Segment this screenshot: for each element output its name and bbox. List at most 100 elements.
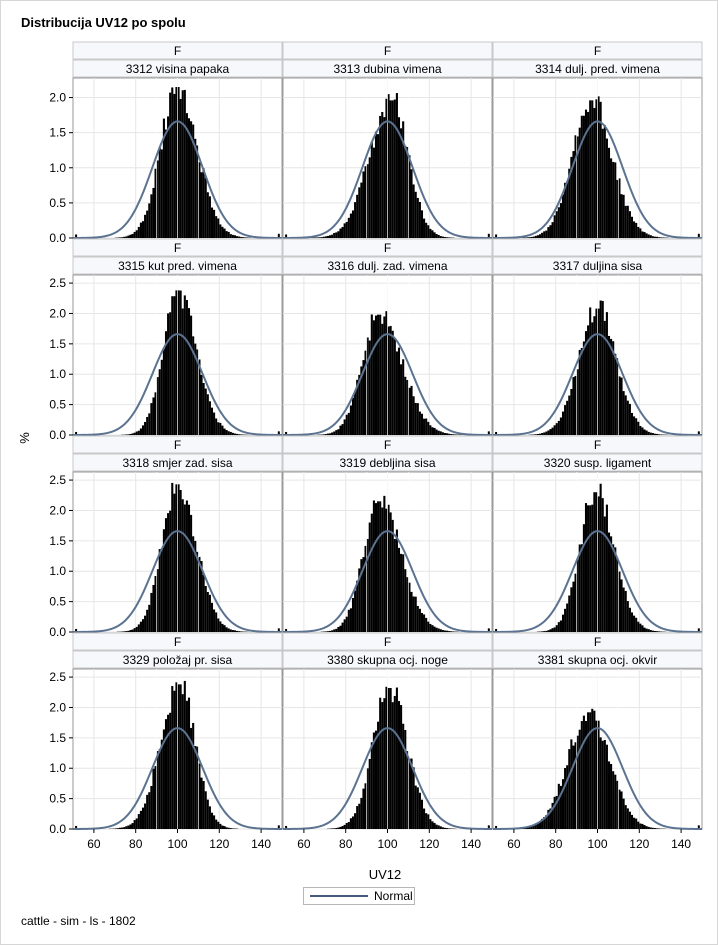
histogram-bar <box>354 391 357 435</box>
histogram-bar <box>244 237 247 238</box>
histogram-bar <box>335 232 338 238</box>
histogram-bar <box>231 432 234 435</box>
histogram-bar <box>450 631 453 632</box>
histogram-bar <box>574 573 577 632</box>
histogram-bar <box>210 602 214 632</box>
x-tick-label: 120 <box>209 837 229 851</box>
histogram-bar <box>628 811 631 829</box>
histogram-bar <box>185 113 188 238</box>
histogram-bar <box>607 147 611 238</box>
histogram-bar <box>339 228 342 238</box>
histogram-bar <box>326 433 329 435</box>
histogram-bar <box>397 347 401 435</box>
histogram-bar <box>656 828 659 829</box>
legend-label: Normal <box>374 889 413 903</box>
histogram-bar <box>393 338 396 435</box>
histogram-bar <box>402 121 405 238</box>
histogram-bar <box>593 316 596 435</box>
histogram-bar <box>75 431 78 435</box>
histogram-bar <box>622 798 625 829</box>
legend: Normal <box>303 887 415 905</box>
histogram-bar <box>536 823 539 829</box>
histogram-bar <box>427 421 430 435</box>
histogram-bar <box>564 182 567 238</box>
histogram-bar <box>177 684 180 829</box>
histogram-bar <box>495 234 498 238</box>
histogram-bar <box>190 514 193 632</box>
histogram-bar <box>148 413 151 435</box>
histogram-bar <box>601 740 604 829</box>
histogram-bar <box>133 231 136 238</box>
histogram-bar <box>599 300 602 435</box>
panel-trait-header <box>282 59 493 78</box>
y-tick-label: 1.0 <box>49 761 66 775</box>
histogram-bar <box>595 308 598 435</box>
histogram-bar <box>423 418 426 435</box>
y-tick-label: 0.0 <box>49 231 66 245</box>
histogram-bar <box>431 427 434 435</box>
histogram-bar <box>643 825 646 829</box>
histogram-bar <box>393 538 396 632</box>
histogram-bar <box>360 366 363 435</box>
histogram-bar <box>238 434 241 435</box>
histogram-bar <box>328 235 332 238</box>
histogram-bar <box>135 818 138 829</box>
histogram-bar <box>125 826 128 829</box>
histogram-bar <box>219 422 222 435</box>
histogram-bar <box>406 577 409 632</box>
histogram-bar <box>697 628 700 632</box>
histogram-bar <box>194 138 197 238</box>
histogram-bar <box>227 827 230 829</box>
histogram-bar <box>370 742 373 829</box>
histogram-bar <box>127 235 130 238</box>
histogram-bar <box>75 628 78 632</box>
panel-trait-header <box>72 59 283 78</box>
histogram-bar <box>406 379 409 435</box>
histogram-bar <box>628 403 631 435</box>
normal-curve <box>493 530 702 633</box>
histogram-bar <box>612 161 615 238</box>
histogram-bar <box>377 721 380 829</box>
histogram-bar <box>402 723 405 829</box>
histogram-bar <box>446 237 449 238</box>
histogram-bar <box>614 547 617 632</box>
panel-trait-label: 3380 skupna ocj. noge <box>327 653 448 667</box>
y-tick-label: 2.0 <box>49 700 66 714</box>
histogram-bar <box>137 226 140 238</box>
histogram-bar <box>557 783 560 829</box>
panel-trait-label: 3381 skupna ocj. okvir <box>538 653 657 667</box>
x-tick-label: 120 <box>629 837 649 851</box>
histogram-bar <box>635 418 638 435</box>
histogram-bar <box>545 630 548 632</box>
panel-trait-header <box>492 256 703 275</box>
histogram-bar <box>208 594 211 632</box>
histogram-bar <box>549 808 552 829</box>
histogram-bar <box>173 93 176 238</box>
histogram-bar <box>532 236 535 238</box>
histogram-bar <box>196 145 199 238</box>
histogram-bar <box>410 591 413 632</box>
histogram-bar <box>541 631 544 632</box>
histogram-bar <box>152 187 155 238</box>
histogram-bar <box>431 821 434 829</box>
histogram-bar <box>557 420 560 435</box>
histogram-bar <box>647 826 650 829</box>
histogram-bar <box>656 631 659 632</box>
x-tick-label: 80 <box>339 837 353 851</box>
histogram-bar <box>210 407 214 435</box>
histogram-bar <box>127 630 130 632</box>
histogram-bar <box>402 554 405 632</box>
histogram-bar <box>450 434 453 435</box>
panel-7: F 3318 smjer zad. sisa 0.0 0.5 1.0 1.5 2.0 2.5 <box>49 435 283 639</box>
histogram-bar <box>154 575 157 632</box>
histogram-bar <box>339 826 342 829</box>
histogram-bar <box>545 431 548 435</box>
panel-group-header <box>72 435 283 454</box>
histogram-bar <box>647 629 650 632</box>
histogram-bar <box>231 630 234 632</box>
histogram-bar <box>345 221 348 238</box>
histogram-bar <box>137 624 140 632</box>
histogram-bar <box>356 379 359 435</box>
histogram-bar <box>285 628 288 632</box>
histogram-bar <box>635 222 638 238</box>
